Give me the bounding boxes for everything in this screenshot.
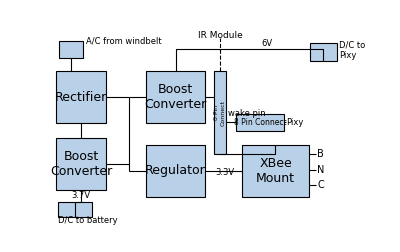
Text: 8 Pin Connect: 8 Pin Connect	[234, 118, 286, 127]
Text: Boost
Converter: Boost Converter	[144, 83, 207, 111]
Text: 8 Pin
Connect: 8 Pin Connect	[214, 100, 225, 126]
Text: Pixy: Pixy	[286, 118, 304, 127]
Text: 3.7V: 3.7V	[72, 191, 90, 200]
Text: wake pin: wake pin	[228, 109, 266, 118]
FancyBboxPatch shape	[236, 114, 284, 131]
Text: D/C to battery: D/C to battery	[58, 215, 117, 225]
FancyBboxPatch shape	[56, 138, 106, 190]
FancyBboxPatch shape	[310, 43, 337, 61]
Text: 6V: 6V	[262, 39, 272, 48]
Text: D/C to
Pixy: D/C to Pixy	[339, 41, 366, 60]
FancyBboxPatch shape	[58, 202, 92, 216]
Text: IR Module: IR Module	[198, 30, 242, 40]
FancyBboxPatch shape	[56, 71, 106, 123]
FancyBboxPatch shape	[146, 145, 205, 197]
Text: Regulator: Regulator	[145, 164, 206, 177]
Text: 3.3V: 3.3V	[216, 168, 235, 177]
FancyBboxPatch shape	[214, 71, 226, 154]
Text: Boost
Converter: Boost Converter	[50, 150, 112, 178]
FancyBboxPatch shape	[242, 145, 309, 197]
Text: A/C from windbelt: A/C from windbelt	[86, 36, 161, 45]
Text: C: C	[317, 180, 324, 191]
Text: B: B	[317, 149, 324, 160]
FancyBboxPatch shape	[146, 71, 205, 123]
FancyBboxPatch shape	[59, 41, 82, 58]
Text: Rectifier: Rectifier	[55, 91, 107, 104]
Text: XBee
Mount: XBee Mount	[256, 157, 295, 185]
Text: N: N	[317, 165, 324, 175]
